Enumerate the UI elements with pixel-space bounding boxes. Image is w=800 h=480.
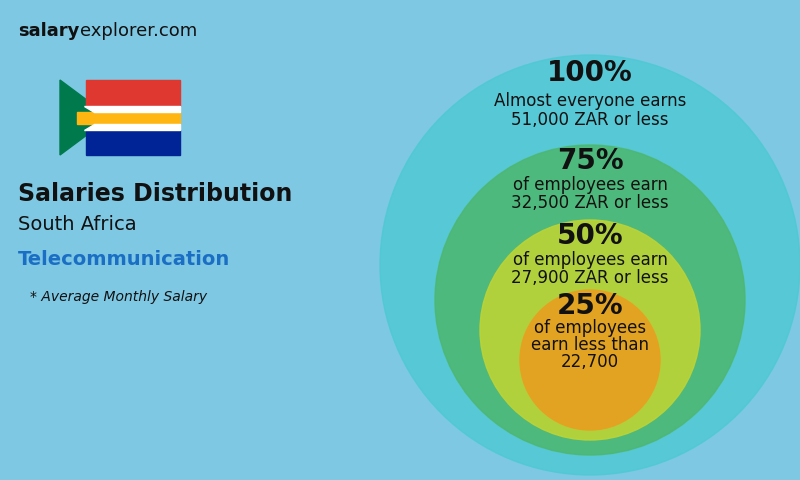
Ellipse shape — [380, 55, 800, 475]
Text: 100%: 100% — [547, 59, 633, 87]
Ellipse shape — [480, 220, 700, 440]
Polygon shape — [86, 130, 180, 155]
Text: of employees earn: of employees earn — [513, 176, 667, 194]
Text: South Africa: South Africa — [18, 215, 137, 234]
Text: 51,000 ZAR or less: 51,000 ZAR or less — [511, 111, 669, 129]
Text: explorer.com: explorer.com — [80, 22, 198, 40]
Polygon shape — [60, 80, 110, 155]
Text: * Average Monthly Salary: * Average Monthly Salary — [30, 290, 207, 304]
Text: 50%: 50% — [557, 222, 623, 250]
Polygon shape — [84, 106, 180, 111]
Polygon shape — [84, 123, 180, 130]
Text: of employees earn: of employees earn — [513, 251, 667, 269]
Ellipse shape — [520, 290, 660, 430]
Text: 25%: 25% — [557, 292, 623, 320]
Text: 32,500 ZAR or less: 32,500 ZAR or less — [511, 194, 669, 212]
Text: of employees: of employees — [534, 319, 646, 337]
Polygon shape — [86, 80, 180, 106]
Polygon shape — [77, 111, 180, 123]
Text: Telecommunication: Telecommunication — [18, 250, 230, 269]
Text: salary: salary — [18, 22, 79, 40]
Text: 22,700: 22,700 — [561, 353, 619, 371]
Text: Almost everyone earns: Almost everyone earns — [494, 92, 686, 110]
Text: earn less than: earn less than — [531, 336, 649, 354]
Text: Salaries Distribution: Salaries Distribution — [18, 182, 292, 206]
Text: 75%: 75% — [557, 147, 623, 175]
Text: 27,900 ZAR or less: 27,900 ZAR or less — [511, 269, 669, 287]
Ellipse shape — [435, 145, 745, 455]
